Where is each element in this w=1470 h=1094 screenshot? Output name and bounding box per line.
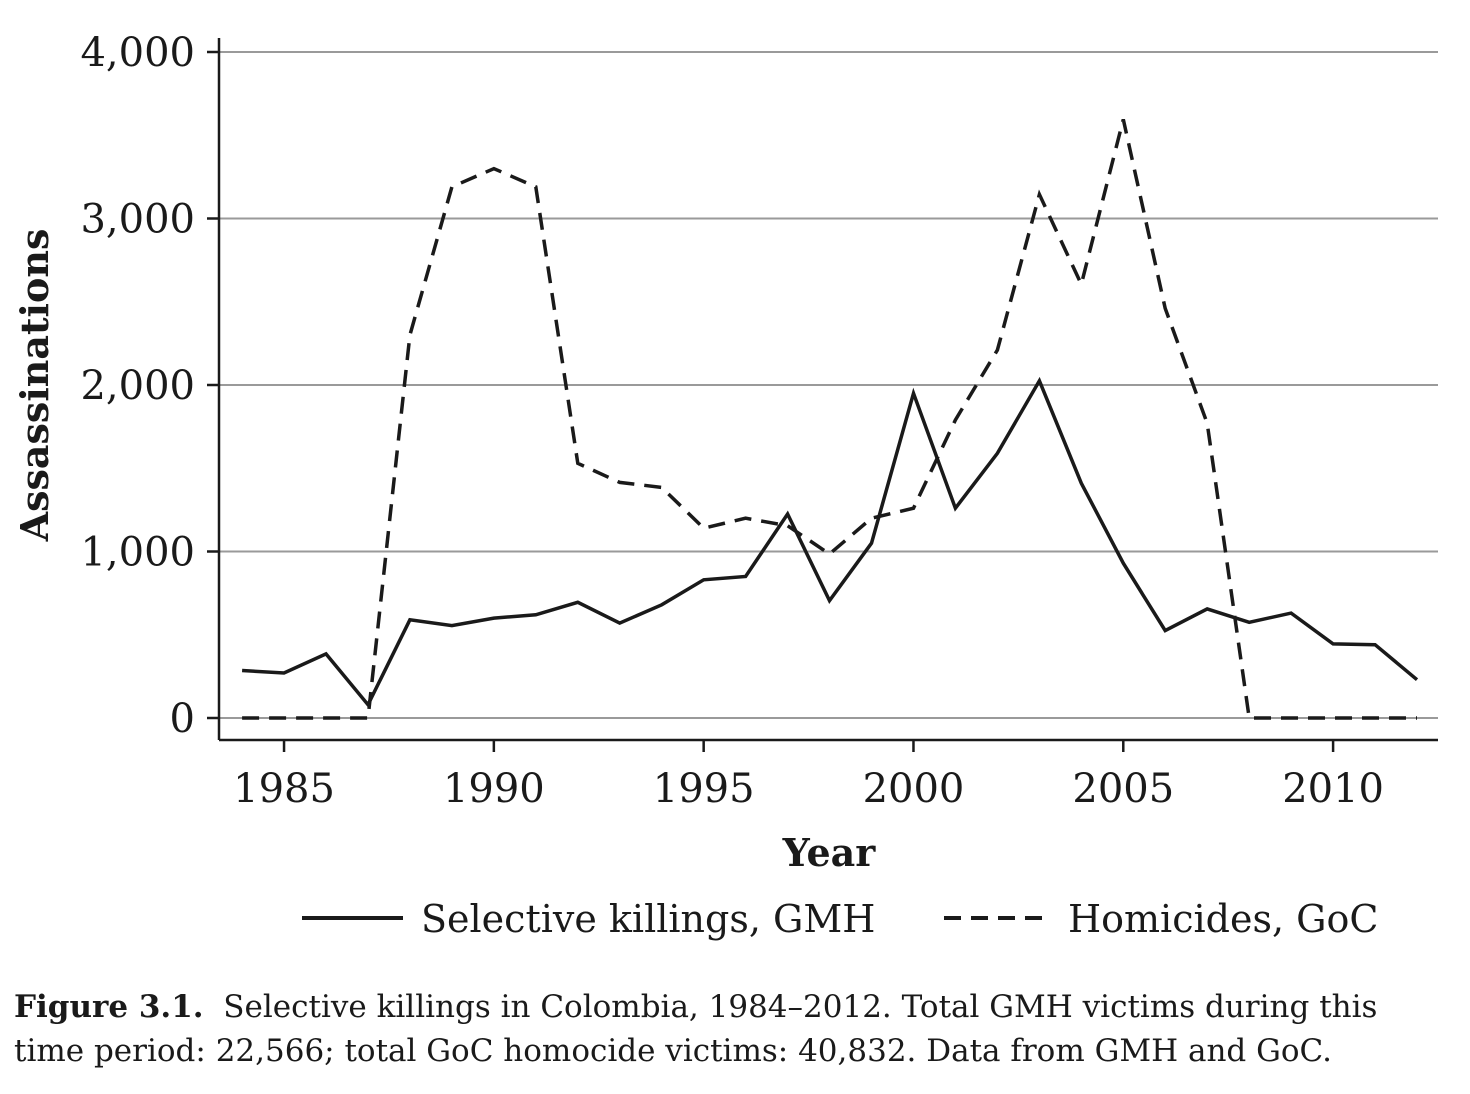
series bbox=[241, 118, 1419, 720]
line-chart: 0 1,000 2,000 3,000 4,000 1985 1990 1995 2000 20… bbox=[12, 30, 1438, 941]
y-tick-label: 2,000 bbox=[80, 363, 195, 409]
y-tick-label: 1,000 bbox=[80, 530, 195, 576]
y-tick-label: 0 bbox=[170, 696, 195, 742]
x-tick-label: 1995 bbox=[653, 766, 755, 812]
axes bbox=[217, 38, 1438, 742]
x-tick-label: 2010 bbox=[1282, 766, 1384, 812]
y-axis-title: Assassinations bbox=[12, 229, 57, 543]
legend: Selective killings, GMH Homicides, GoC bbox=[302, 897, 1378, 941]
caption-label: Figure 3.1. bbox=[14, 989, 204, 1025]
y-ticks: 0 1,000 2,000 3,000 4,000 bbox=[80, 30, 219, 742]
x-ticks: 1985 1990 1995 2000 2005 2010 bbox=[233, 740, 1384, 812]
legend-label-homicides: Homicides, GoC bbox=[1068, 897, 1378, 941]
x-tick-label: 2000 bbox=[863, 766, 965, 812]
x-tick-label: 2005 bbox=[1072, 766, 1174, 812]
figure-caption: Figure 3.1. Selective killings in Colomb… bbox=[14, 985, 1454, 1073]
x-tick-label: 1985 bbox=[233, 766, 335, 812]
caption-text: Selective killings in Colombia, 1984–201… bbox=[14, 989, 1378, 1069]
series-line-selective-killings bbox=[241, 376, 1419, 708]
y-tick-label: 3,000 bbox=[80, 197, 195, 243]
y-tick-label: 4,000 bbox=[80, 30, 195, 76]
series-line-homicides bbox=[242, 118, 1417, 720]
legend-label-selective-killings: Selective killings, GMH bbox=[421, 897, 875, 941]
x-axis-title: Year bbox=[782, 830, 877, 875]
gridlines bbox=[219, 51, 1438, 719]
x-tick-label: 1990 bbox=[443, 766, 545, 812]
